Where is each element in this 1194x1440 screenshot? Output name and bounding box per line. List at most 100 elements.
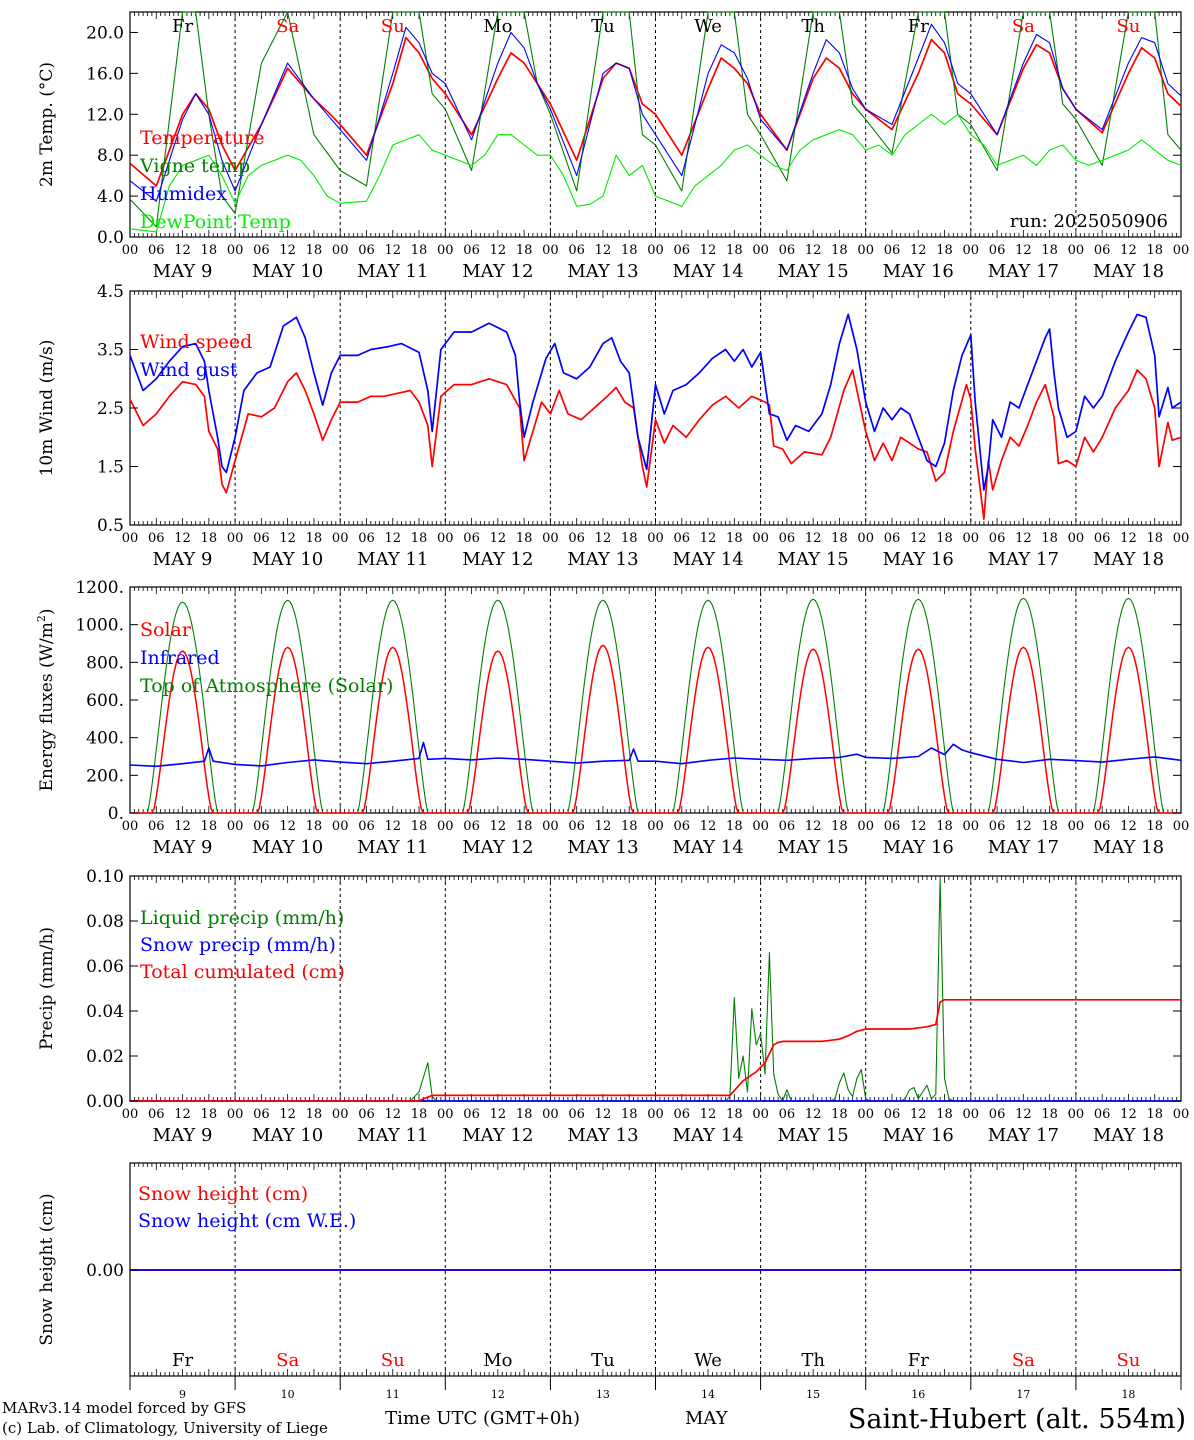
energy-hour-tick-label: 18 (306, 819, 323, 834)
temp-hour-tick-label: 00 (542, 243, 559, 258)
precip-hour-tick-label: 18 (306, 1107, 323, 1122)
wind-hour-tick-label: 06 (1094, 531, 1111, 546)
bottom-day-number: 16 (911, 1388, 925, 1401)
temp-hour-tick-label: 00 (332, 243, 349, 258)
energy-date-label: MAY 11 (357, 837, 428, 858)
precip-legend-entry: Snow precip (mm/h) (140, 934, 336, 956)
temp-hour-tick-label: 12 (805, 243, 822, 258)
snow-legend-entry: Snow height (cm W.E.) (138, 1210, 356, 1232)
temp-date-label: MAY 12 (462, 261, 533, 282)
precip-y-axis-title: Precip (mm/h) (37, 927, 57, 1050)
precip-hour-tick-label: 00 (1068, 1107, 1085, 1122)
precip-hour-tick-label: 18 (516, 1107, 533, 1122)
wind-y-axis-title: 10m Wind (m/s) (37, 340, 57, 477)
wind-hour-tick-label: 12 (910, 531, 927, 546)
energy-date-label: MAY 17 (988, 837, 1059, 858)
energy-hour-tick-label: 06 (989, 819, 1006, 834)
temp-y-tick-label: 16.0 (86, 64, 124, 84)
wind-hour-tick-label: 00 (857, 531, 874, 546)
wind-hour-tick-label: 18 (831, 531, 848, 546)
energy-hour-tick-label: 18 (621, 819, 638, 834)
infrared-line (129, 741, 1182, 768)
energy-hour-tick-label: 12 (700, 819, 717, 834)
temp-hour-tick-label: 00 (963, 243, 980, 258)
temp-hour-tick-label: 06 (779, 243, 796, 258)
precip-date-label: MAY 15 (778, 1125, 849, 1146)
temp-hour-tick-label: 00 (1068, 243, 1085, 258)
total-cumulated-cm-line (130, 998, 1181, 1102)
wind-hour-tick-label: 18 (306, 531, 323, 546)
precip-hour-tick-label: 18 (936, 1107, 953, 1122)
temp-hour-tick-label: 12 (384, 243, 401, 258)
energy-date-label: MAY 9 (153, 837, 213, 858)
wind-hour-tick-label: 00 (122, 531, 139, 546)
energy-date-label: MAY 15 (778, 837, 849, 858)
wind-y-tick-label: 0.5 (97, 516, 124, 536)
model-credit: MARv3.14 model forced by GFS (2, 1399, 246, 1417)
temp-hour-tick-label: 06 (568, 243, 585, 258)
energy-hour-tick-label: 06 (358, 819, 375, 834)
energy-y-tick-label: 1200. (75, 578, 124, 598)
wind-hour-tick-label: 12 (384, 531, 401, 546)
bottom-day-number: 14 (701, 1388, 715, 1401)
precip-legend-entry: Liquid precip (mm/h) (140, 907, 344, 929)
energy-legend-entry: Top of Atmosphere (Solar) (140, 675, 393, 697)
precip-date-label: MAY 12 (462, 1125, 533, 1146)
temp-day-name: Fr (908, 16, 929, 37)
temp-date-label: MAY 9 (153, 261, 213, 282)
wind-hour-tick-label: 12 (174, 531, 191, 546)
temp-legend-entry: DewPoint Temp (140, 211, 291, 233)
wind-hour-tick-label: 06 (358, 531, 375, 546)
temp-day-name: Th (801, 16, 825, 37)
wind-hour-tick-label: 00 (752, 531, 769, 546)
temp-hour-tick-label: 06 (884, 243, 901, 258)
energy-hour-tick-label: 00 (752, 819, 769, 834)
run-label: run: 2025050906 (1010, 211, 1168, 232)
temp-hour-tick-label: 12 (1015, 243, 1032, 258)
wind-hour-tick-label: 06 (463, 531, 480, 546)
wind-hour-tick-label: 06 (884, 531, 901, 546)
month-label: MAY (685, 1408, 729, 1429)
wind-hour-tick-label: 12 (1120, 531, 1137, 546)
energy-hour-tick-label: 06 (253, 819, 270, 834)
temp-hour-tick-label: 18 (1041, 243, 1058, 258)
precip-hour-tick-label: 18 (726, 1107, 743, 1122)
bottom-day-number: 17 (1016, 1388, 1030, 1401)
wind-legend-entry: Wind gust (140, 359, 238, 381)
energy-hour-tick-label: 12 (384, 819, 401, 834)
lab-credit: (c) Lab. of Climatology, University of L… (2, 1419, 328, 1437)
wind-date-label: MAY 9 (153, 549, 213, 570)
temp-day-name: Mo (483, 16, 512, 37)
energy-hour-tick-label: 12 (174, 819, 191, 834)
precip-hour-tick-label: 12 (384, 1107, 401, 1122)
temp-date-label: MAY 17 (988, 261, 1059, 282)
wind-hour-tick-label: 00 (437, 531, 454, 546)
wind-speedline (129, 369, 1182, 520)
energy-hour-tick-label: 12 (1120, 819, 1137, 834)
wind-date-label: MAY 13 (567, 549, 638, 570)
precip-y-tick-label: 0.00 (86, 1092, 124, 1112)
wind-date-label: MAY 11 (357, 549, 428, 570)
wind-hour-tick-label: 06 (253, 531, 270, 546)
energy-hour-tick-label: 00 (332, 819, 349, 834)
energy-hour-tick-label: 12 (490, 819, 507, 834)
precip-hour-tick-label: 12 (490, 1107, 507, 1122)
temp-hour-tick-label: 12 (279, 243, 296, 258)
wind-hour-tick-label: 06 (674, 531, 691, 546)
temp-hour-tick-label: 18 (201, 243, 218, 258)
bottom-day-number: 9 (179, 1388, 186, 1401)
precip-hour-tick-label: 00 (332, 1107, 349, 1122)
wind-hour-tick-label: 00 (332, 531, 349, 546)
precip-hour-tick-label: 18 (621, 1107, 638, 1122)
energy-date-label: MAY 10 (252, 837, 323, 858)
energy-hour-tick-label: 12 (910, 819, 927, 834)
precip-legend-entry: Total cumulated (cm) (140, 961, 345, 983)
wind-hour-tick-label: 12 (805, 531, 822, 546)
temp-day-name: Fr (172, 16, 193, 37)
energy-hour-tick-label: 00 (857, 819, 874, 834)
precip-hour-tick-label: 00 (122, 1107, 139, 1122)
energy-hour-tick-label: 06 (148, 819, 165, 834)
energy-hour-tick-label: 06 (884, 819, 901, 834)
energy-hour-tick-label: 12 (1015, 819, 1032, 834)
